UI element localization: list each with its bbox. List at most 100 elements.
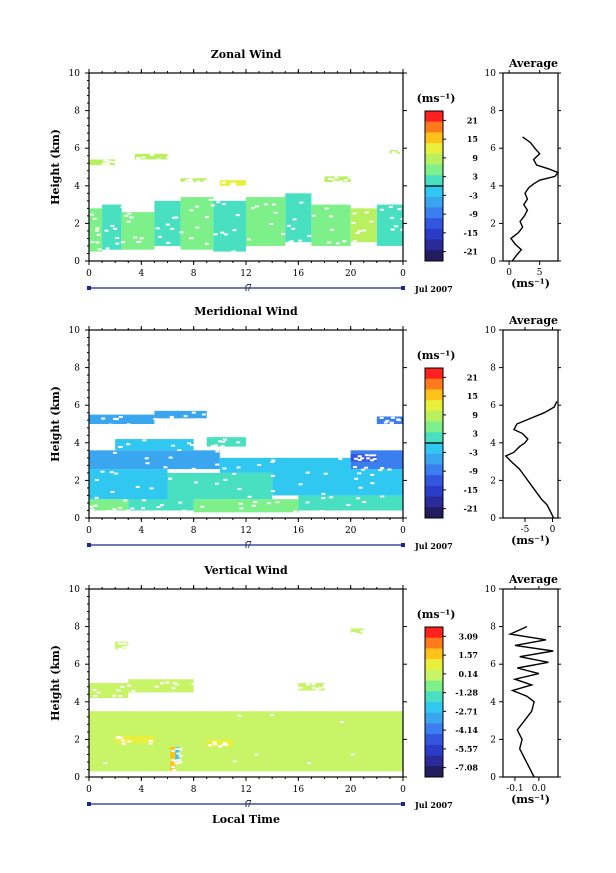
heatmap-gap bbox=[339, 721, 344, 724]
heatmap-gap bbox=[171, 687, 176, 690]
heatmap-gap bbox=[251, 504, 256, 507]
heatmap-gap bbox=[372, 458, 377, 461]
heatmap-gap bbox=[338, 458, 343, 461]
colorbar-swatch bbox=[425, 702, 443, 714]
heatmap-gap bbox=[286, 224, 291, 227]
heatmap-gap bbox=[100, 164, 105, 167]
heatmap-gap bbox=[355, 231, 360, 234]
colorbar-swatch bbox=[425, 410, 443, 423]
heatmap-gap bbox=[176, 752, 181, 755]
heatmap-gap bbox=[135, 157, 140, 160]
heatmap-cell bbox=[115, 735, 155, 744]
heatmap-gap bbox=[347, 176, 352, 179]
colorbar-tick-label: 15 bbox=[467, 134, 478, 144]
heatmap-gap bbox=[166, 241, 171, 244]
heatmap-gap bbox=[239, 507, 244, 510]
heatmap-gap bbox=[94, 229, 99, 232]
heatmap-gap bbox=[118, 647, 123, 650]
heatmap-gap bbox=[390, 416, 395, 419]
heatmap-gap bbox=[350, 753, 355, 756]
heatmap-gap bbox=[103, 762, 108, 765]
heatmap-gap bbox=[125, 646, 130, 649]
heatmap-gap bbox=[364, 211, 369, 214]
profile-x-tick-label: 5 bbox=[537, 268, 543, 278]
colorbar-swatch bbox=[425, 432, 443, 444]
y-tick-label: 10 bbox=[69, 326, 81, 336]
colorbar-tick-label: -2.71 bbox=[455, 706, 478, 716]
heatmap-gap bbox=[126, 220, 131, 223]
colorbar-tick-label: 9 bbox=[472, 153, 478, 163]
heatmap-gap bbox=[364, 454, 369, 457]
heatmap-gap bbox=[126, 509, 131, 512]
colorbar-swatch bbox=[425, 648, 443, 660]
heatmap-gap bbox=[191, 682, 196, 685]
heatmap-gap bbox=[172, 759, 177, 762]
heatmap-gap bbox=[324, 207, 329, 210]
profile-title: Average bbox=[508, 57, 558, 70]
panel-title: Meridional Wind bbox=[194, 305, 298, 318]
heatmap-gap bbox=[126, 443, 131, 446]
colorbar-swatch bbox=[425, 669, 443, 682]
y-tick-label: 10 bbox=[69, 69, 81, 79]
y-tick-label: 8 bbox=[74, 107, 80, 117]
heatmap-gap bbox=[168, 477, 173, 480]
heatmap-gap bbox=[178, 748, 183, 751]
heatmap-gap bbox=[120, 686, 125, 689]
date-axis-end bbox=[87, 802, 91, 806]
heatmap-gap bbox=[247, 495, 252, 498]
heatmap-gap bbox=[220, 231, 225, 234]
heatmap-gap bbox=[125, 645, 130, 648]
heatmap-cell bbox=[180, 197, 214, 250]
x-tick-label: 0 bbox=[86, 269, 92, 279]
heatmap-gap bbox=[90, 213, 95, 216]
heatmap-gap bbox=[101, 417, 106, 420]
colorbar-swatch bbox=[425, 239, 443, 251]
heatmap-gap bbox=[130, 507, 135, 510]
colorbar-tick-label: -15 bbox=[464, 228, 478, 238]
heatmap-cell bbox=[213, 200, 246, 252]
heatmap-gap bbox=[383, 421, 388, 424]
panel-3 bbox=[85, 585, 561, 807]
colorbar-swatch bbox=[425, 496, 443, 508]
heatmap-gap bbox=[208, 744, 213, 747]
heatmap-gap bbox=[361, 632, 366, 635]
heatmap-gap bbox=[397, 150, 402, 153]
heatmap-cell bbox=[89, 683, 129, 699]
heatmap-gap bbox=[170, 759, 175, 762]
heatmap-gap bbox=[145, 462, 150, 465]
heatmap-gap bbox=[346, 503, 351, 506]
colorbar-tick-label: -4.14 bbox=[455, 725, 478, 735]
heatmap-gap bbox=[200, 505, 205, 508]
heatmap-gap bbox=[163, 466, 168, 469]
colorbar-tick-label: -7.08 bbox=[455, 763, 478, 773]
heatmap-gap bbox=[176, 759, 181, 762]
colorbar-swatch bbox=[425, 475, 443, 487]
heatmap-gap bbox=[189, 209, 194, 212]
heatmap-gap bbox=[120, 205, 125, 208]
heatmap-gap bbox=[357, 230, 362, 233]
heatmap-gap bbox=[96, 691, 101, 694]
heatmap-gap bbox=[322, 685, 327, 688]
heatmap-gap bbox=[116, 735, 121, 738]
heatmap-gap bbox=[237, 487, 242, 490]
heatmap-gap bbox=[346, 181, 351, 184]
heatmap-gap bbox=[353, 466, 358, 469]
heatmap-gap bbox=[108, 423, 113, 426]
heatmap-gap bbox=[171, 444, 176, 447]
heatmap-gap bbox=[400, 151, 405, 154]
profile-y-tick-label: 2 bbox=[490, 735, 496, 745]
heatmap-gap bbox=[150, 153, 155, 156]
colorbar-swatch bbox=[425, 368, 443, 380]
profile-x-tick-label: 0 bbox=[506, 268, 512, 278]
heatmap-gap bbox=[156, 506, 161, 509]
colorbar-tick-label: 21 bbox=[467, 115, 478, 125]
heatmap-gap bbox=[299, 201, 304, 204]
x-tick-label: 8 bbox=[191, 526, 197, 536]
heatmap-gap bbox=[222, 742, 227, 745]
colorbar-swatch bbox=[425, 443, 443, 455]
heatmap-gap bbox=[213, 743, 218, 746]
date-axis-end bbox=[401, 286, 405, 290]
profile-unit: (ms⁻¹) bbox=[511, 534, 550, 547]
profile-y-tick-label: 8 bbox=[490, 623, 496, 633]
heatmap-cell bbox=[219, 457, 351, 473]
